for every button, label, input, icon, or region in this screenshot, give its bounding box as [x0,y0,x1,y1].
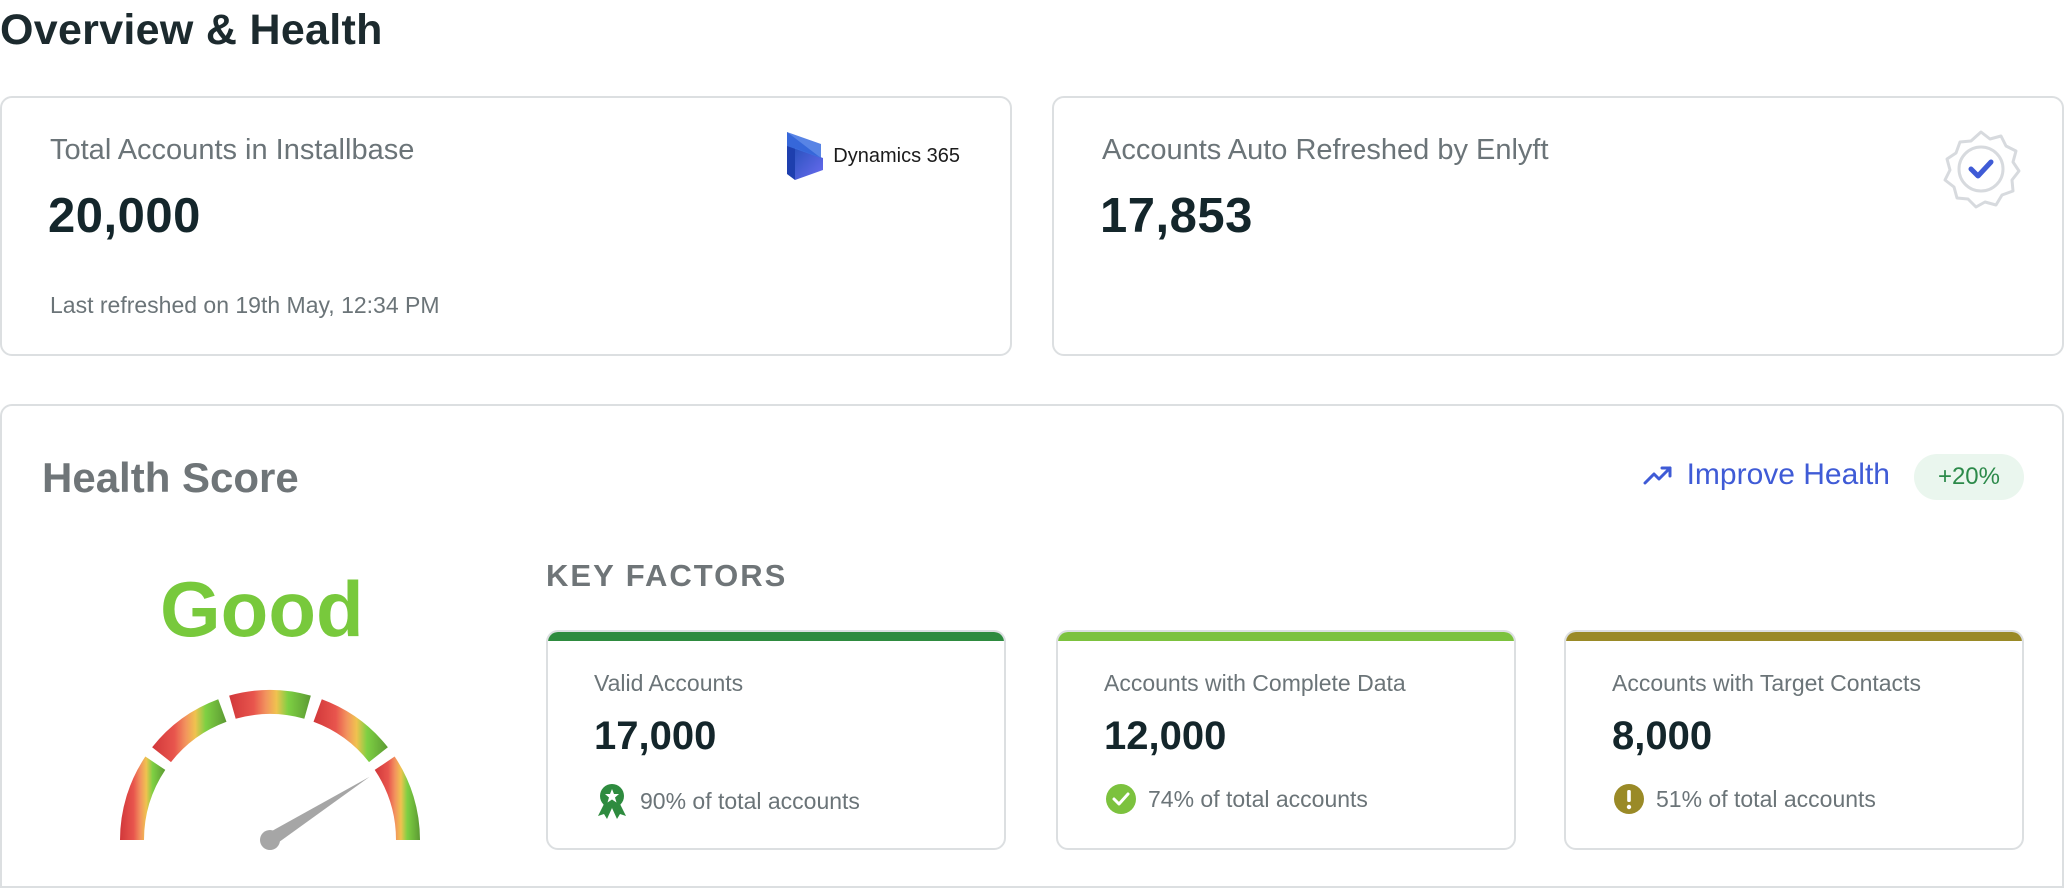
key-factor-card-valid-accounts: Valid Accounts 17,000 90% of total accou… [546,630,1006,850]
gauge-segment [313,699,388,763]
gauge-segment [229,690,311,719]
key-factor-value: 8,000 [1612,714,1713,758]
key-factor-accent-bar [1058,632,1514,641]
key-factor-label: Valid Accounts [594,670,744,696]
improve-health-button[interactable]: Improve Health [1643,458,1890,492]
key-factor-card-complete-data: Accounts with Complete Data 12,000 74% o… [1056,630,1516,850]
warning-circle-icon [1614,784,1644,814]
auto-refreshed-card: Accounts Auto Refreshed by Enlyft 17,853 [1052,96,2064,356]
dynamics-365-text: Dynamics 365 [833,144,960,167]
key-factor-note: 51% of total accounts [1656,785,1876,812]
gauge-pivot [260,830,280,850]
key-factor-accent-bar [1566,632,2022,641]
health-rating: Good [160,565,364,653]
trending-up-icon [1643,466,1672,485]
key-factors-title: KEY FACTORS [546,558,788,593]
health-score-title: Health Score [42,454,299,501]
dynamics-365-logo: Dynamics 365 [785,130,960,182]
award-ribbon-icon [598,784,626,819]
total-accounts-label: Total Accounts in Installbase [50,134,415,166]
key-factor-value: 17,000 [594,714,717,758]
key-factor-label: Accounts with Target Contacts [1612,670,1921,696]
total-accounts-card: Total Accounts in Installbase 20,000 Las… [0,96,1012,356]
health-gauge [120,690,420,850]
key-factor-card-target-contacts: Accounts with Target Contacts 8,000 51% … [1564,630,2024,850]
total-accounts-value: 20,000 [48,189,201,243]
health-change-badge: +20% [1913,454,2024,500]
auto-refreshed-label: Accounts Auto Refreshed by Enlyft [1102,134,1549,166]
key-factor-label: Accounts with Complete Data [1104,670,1406,696]
check-circle-icon [1106,784,1136,814]
verified-badge-icon [1943,130,2021,209]
last-refreshed-text: Last refreshed on 19th May, 12:34 PM [50,292,440,318]
auto-refreshed-value: 17,853 [1100,189,1253,243]
key-factor-accent-bar [548,632,1004,641]
key-factor-note: 90% of total accounts [640,787,860,814]
page-title: Overview & Health [0,6,383,54]
key-factor-value: 12,000 [1104,714,1227,758]
gauge-segment [374,756,420,840]
gauge-segment [120,756,166,840]
key-factor-note: 74% of total accounts [1148,785,1368,812]
health-score-card: Health Score Improve Health +20% Good KE… [0,404,2064,888]
improve-health-label: Improve Health [1686,458,1890,491]
gauge-segment [152,699,227,763]
gauge-needle [266,776,370,846]
dynamics-365-icon [787,132,824,180]
